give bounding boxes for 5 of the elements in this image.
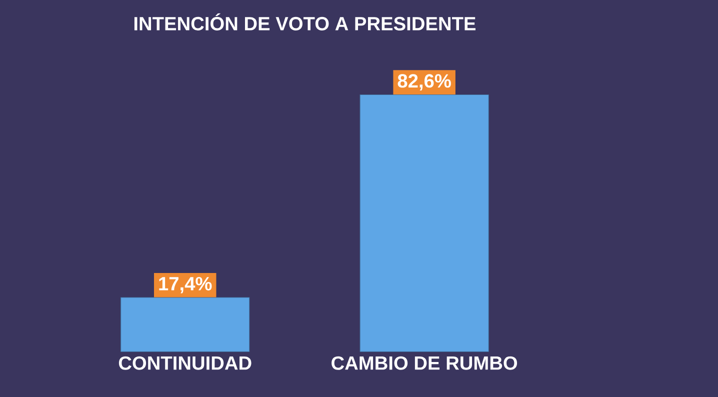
chart-title: INTENCIÓN DE VOTO A PRESIDENTE [134, 13, 476, 30]
data-label: 82,6% [398, 74, 451, 90]
data-label: 17,4% [159, 276, 212, 294]
x-tick-label: CONTINUIDAD [118, 356, 252, 370]
x-tick-label: CAMBIO DE RUMBO [332, 356, 518, 370]
